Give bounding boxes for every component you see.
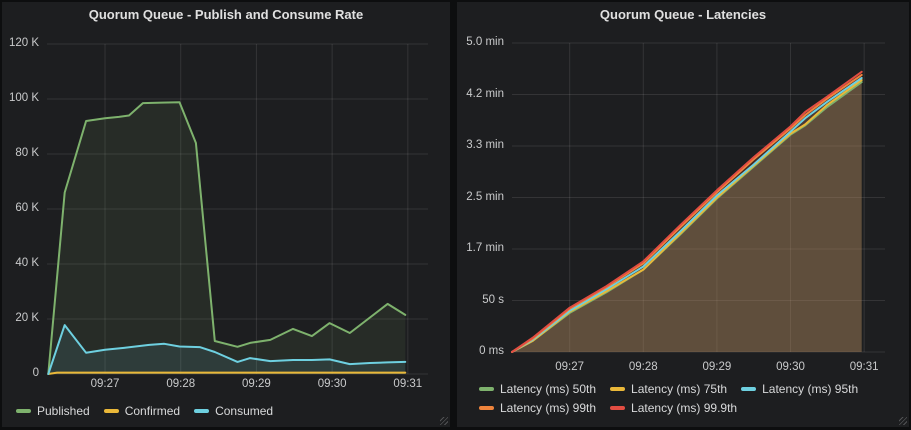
legend-item[interactable]: Latency (ms) 99.9th <box>610 401 737 415</box>
legend-item[interactable]: Latency (ms) 50th <box>479 382 596 396</box>
panel-title[interactable]: Quorum Queue - Latencies <box>599 7 767 22</box>
legend-swatch <box>16 409 31 413</box>
legend-label: Latency (ms) 95th <box>762 382 859 396</box>
series-area <box>512 74 862 353</box>
series-line <box>47 324 407 375</box>
legend-item[interactable]: Latency (ms) 75th <box>610 382 727 396</box>
legend-item[interactable]: Published <box>16 404 90 418</box>
legend: Latency (ms) 50th Latency (ms) 75th Latenc… <box>479 382 879 415</box>
legend-item[interactable]: Consumed <box>194 404 273 418</box>
latency-chart-plot[interactable] <box>457 2 909 427</box>
panel-publish-consume-rate: Quorum Queue - Publish and Consume Rate … <box>2 2 450 427</box>
legend-label: Latency (ms) 99.9th <box>631 401 738 415</box>
legend-label: Confirmed <box>124 404 181 418</box>
legend-swatch <box>479 406 494 410</box>
legend-swatch <box>194 409 210 413</box>
legend-swatch <box>741 387 757 391</box>
legend-swatch <box>610 406 626 410</box>
series-area <box>48 325 406 374</box>
series-line <box>47 101 407 375</box>
legend-item[interactable]: Latency (ms) 95th <box>741 382 858 396</box>
rate-chart-plot[interactable] <box>2 2 450 427</box>
legend-label: Latency (ms) 99th <box>500 401 597 415</box>
series-line <box>511 77 863 353</box>
legend-swatch <box>479 387 494 391</box>
legend-item[interactable]: Confirmed <box>103 404 181 418</box>
legend-swatch <box>610 387 626 391</box>
series-line <box>47 371 407 375</box>
legend-label: Latency (ms) 50th <box>500 382 597 396</box>
legend-item[interactable]: Latency (ms) 99th <box>479 401 596 415</box>
legend-label: Published <box>37 404 90 418</box>
panel-resize-handle[interactable] <box>440 417 448 425</box>
legend-swatch <box>103 409 119 413</box>
legend: Published Confirmed Consumed <box>16 404 446 418</box>
series-area <box>512 71 862 353</box>
series-line <box>511 70 863 353</box>
legend-label: Latency (ms) 75th <box>631 382 728 396</box>
series-area <box>48 102 406 375</box>
panel-title[interactable]: Quorum Queue - Publish and Consume Rate <box>88 7 364 22</box>
panel-latencies: Quorum Queue - Latencies 0 ms 50 s 1.7 min… <box>457 2 909 427</box>
panel-resize-handle[interactable] <box>899 417 907 425</box>
legend-label: Consumed <box>215 404 274 418</box>
